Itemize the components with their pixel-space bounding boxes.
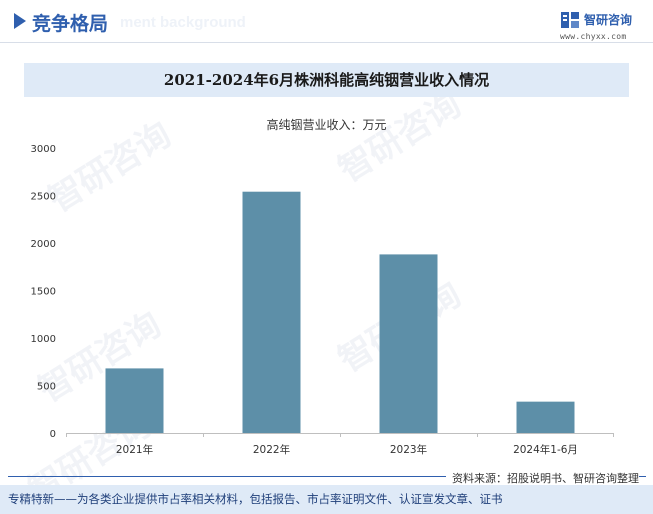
- brand-name: 智研咨询: [584, 13, 633, 27]
- page-header: 竞争格局 ment background: [0, 0, 653, 44]
- bar: [379, 254, 438, 433]
- header-divider: [0, 42, 653, 43]
- y-tick-label: 500: [37, 382, 56, 393]
- y-tick-label: 0: [50, 429, 56, 440]
- brand-logo-icon: [561, 12, 579, 28]
- page-title: 竞争格局: [32, 13, 109, 35]
- y-tick-label: 2000: [31, 239, 56, 250]
- series-unit-label: 高纯铟营业收入：万元: [266, 118, 387, 132]
- footer-band: 专精特新——为各类企业提供市占率相关材料，包括报告、市占率证明文件、认证宣发文章…: [0, 485, 653, 514]
- brand-logo: 智研咨询 www.chyxx.com: [560, 8, 650, 42]
- x-tick-label: 2023年: [390, 443, 427, 456]
- x-tick-label: 2024年1-6月: [513, 443, 578, 456]
- bar: [516, 401, 575, 433]
- data-source: 资料来源：招股说明书、智研咨询整理: [446, 470, 639, 486]
- footer-tagline: 专精特新——为各类企业提供市占率相关材料，包括报告、市占率证明文件、认证宣发文章…: [8, 492, 503, 506]
- chart-title-band: 2021-2024年6月株洲科能高纯铟营业收入情况: [24, 63, 629, 97]
- y-tick-label: 1500: [31, 287, 56, 298]
- bar: [242, 191, 301, 433]
- y-tick-label: 2500: [31, 192, 56, 203]
- y-tick-label: 1000: [31, 334, 56, 345]
- triangle-marker-icon: [14, 13, 26, 29]
- x-tick-label: 2021年: [116, 443, 153, 456]
- footer-divider: [8, 476, 646, 477]
- x-tick-label: 2022年: [253, 443, 290, 456]
- bar: [105, 368, 164, 433]
- y-tick-label: 3000: [31, 144, 56, 155]
- brand-url: www.chyxx.com: [560, 32, 627, 41]
- chart-title: 2021-2024年6月株洲科能高纯铟营业收入情况: [163, 71, 490, 89]
- header-ghost-text: ment background: [120, 14, 246, 31]
- bar-chart: 0 500 1000 1500 2000 2500 3000 2021年 2022年 2023年 2…: [31, 144, 614, 456]
